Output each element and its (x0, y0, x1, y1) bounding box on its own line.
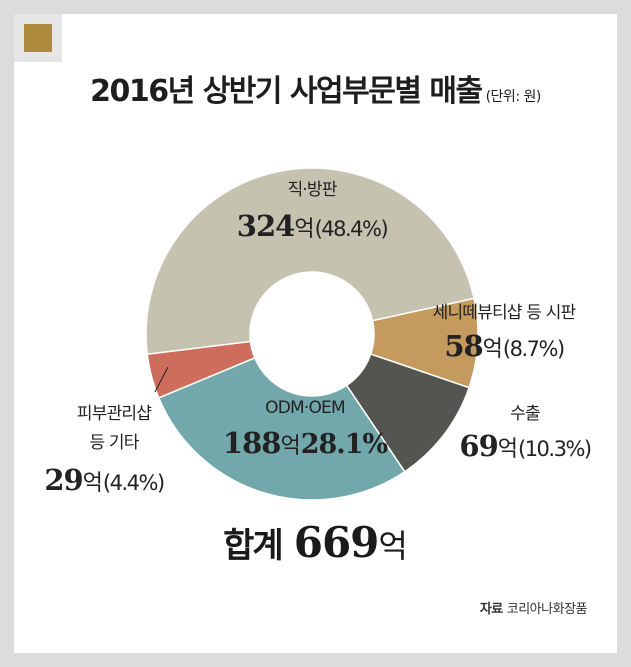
label-odm-percent: 28.1% (301, 429, 388, 460)
label-odm-number: 188 (223, 426, 281, 460)
label-export-name: 수출 (510, 404, 540, 424)
leader-line (154, 366, 169, 393)
label-skin-percent: (4.4%) (103, 471, 164, 495)
slice-group (145, 167, 479, 501)
label-senny-number: 58 (444, 329, 482, 363)
label-skin-value: 29억(4.4%) (44, 463, 164, 497)
label-skin-number: 29 (44, 463, 82, 497)
label-skin-name-line2: 등 기타 (89, 433, 139, 453)
label-direct-number: 324 (237, 209, 295, 243)
label-odm-name: ODM·OEM (265, 398, 345, 418)
total-label: 합계 (223, 526, 284, 566)
label-odm-unit: 억 (280, 434, 300, 459)
label-skin-name-line1: 피부관리샵 (77, 404, 151, 424)
label-export-number: 69 (459, 429, 497, 463)
chart-panel (14, 14, 617, 653)
label-export-percent: (10.3%) (518, 437, 591, 461)
label-senny-value: 58억(8.7%) (444, 329, 564, 363)
slice-skin (146, 340, 256, 399)
total-value: 669 (293, 518, 380, 567)
total-unit: 억 (378, 527, 408, 565)
corner-decoration (14, 14, 62, 62)
slice-odm (157, 356, 406, 501)
slice-direct (145, 167, 476, 356)
title-text: 2016년 상반기 사업부문별 매출 (90, 74, 483, 109)
label-odm-value: 188억28.1% (223, 426, 388, 460)
label-senny-name: 세니떼뷰티샵 등 시판 (433, 303, 577, 323)
total-line: 합계 669억 (0, 518, 631, 567)
label-direct-percent: (48.4%) (315, 217, 388, 241)
label-export-value: 69억(10.3%) (459, 429, 591, 463)
source-note: 자료 코리아나화장품 (479, 598, 588, 617)
source-text: 코리아나화장품 (506, 602, 588, 617)
unit-note: (단위: 원) (485, 89, 542, 105)
label-direct-name: 직·방판 (287, 180, 337, 200)
label-skin-unit: 억 (83, 471, 103, 496)
accent-square (24, 24, 52, 52)
label-senny-unit: 억 (483, 337, 503, 362)
label-direct-unit: 억 (294, 217, 314, 242)
label-senny-percent: (8.7%) (503, 337, 564, 361)
chart-title: 2016년 상반기 사업부문별 매출 (단위: 원) (0, 66, 631, 110)
label-export-unit: 억 (498, 437, 518, 462)
label-direct-value: 324억(48.4%) (237, 209, 388, 243)
source-label: 자료 (479, 602, 503, 617)
